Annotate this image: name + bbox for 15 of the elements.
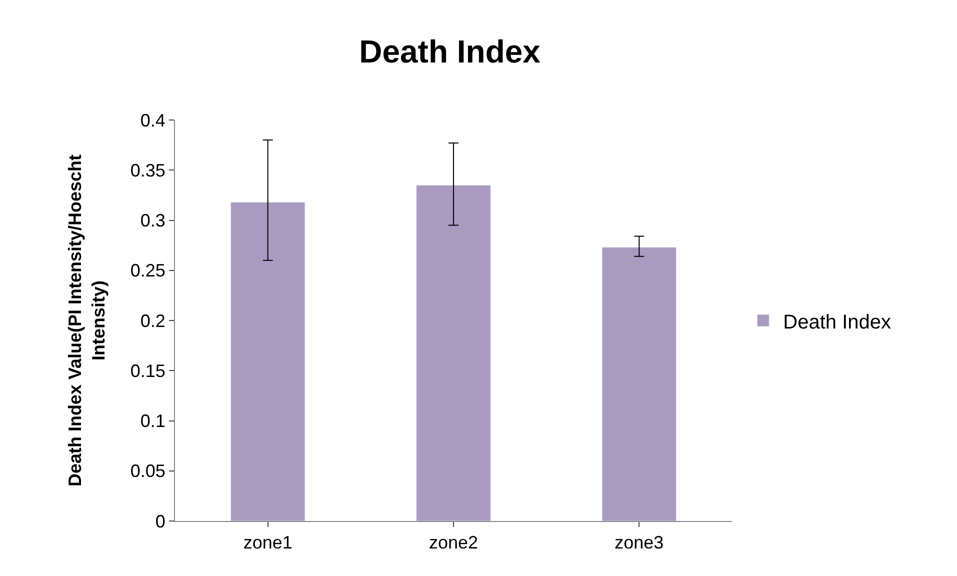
y-tick-label: 0.05 — [130, 461, 166, 482]
y-tick-label: 0.1 — [140, 411, 166, 432]
y-tick-label: 0.25 — [130, 260, 166, 281]
y-tick-label: 0.3 — [140, 210, 166, 231]
y-tick-label: 0.15 — [130, 360, 166, 381]
x-tick-label: zone1 — [243, 532, 292, 553]
x-tick-label: zone2 — [428, 532, 478, 553]
y-tick-label: 0.4 — [140, 110, 166, 130]
y-axis-title: Death Index Value(PI Intensity/Hoescht Intensity) — [65, 154, 109, 487]
chart-title: Death Index — [359, 34, 541, 70]
legend-label: Death Index — [783, 311, 891, 334]
y-tick-label: 0.2 — [140, 310, 166, 331]
x-tick-label: zone3 — [614, 532, 664, 553]
y-tick-label: 0 — [155, 511, 166, 532]
y-tick-label: 0.35 — [130, 160, 166, 180]
